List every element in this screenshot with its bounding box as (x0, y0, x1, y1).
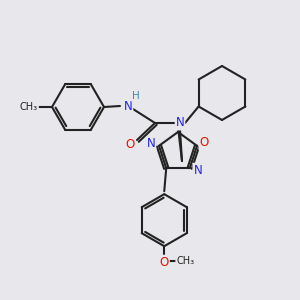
Text: N: N (176, 116, 184, 130)
Text: O: O (200, 136, 208, 149)
Text: CH₃: CH₃ (176, 256, 194, 266)
Text: O: O (160, 256, 169, 269)
Text: CH₃: CH₃ (20, 102, 38, 112)
Text: H: H (132, 91, 140, 101)
Text: N: N (194, 164, 202, 177)
Text: O: O (125, 137, 135, 151)
Text: N: N (147, 137, 155, 150)
Text: N: N (124, 100, 132, 112)
